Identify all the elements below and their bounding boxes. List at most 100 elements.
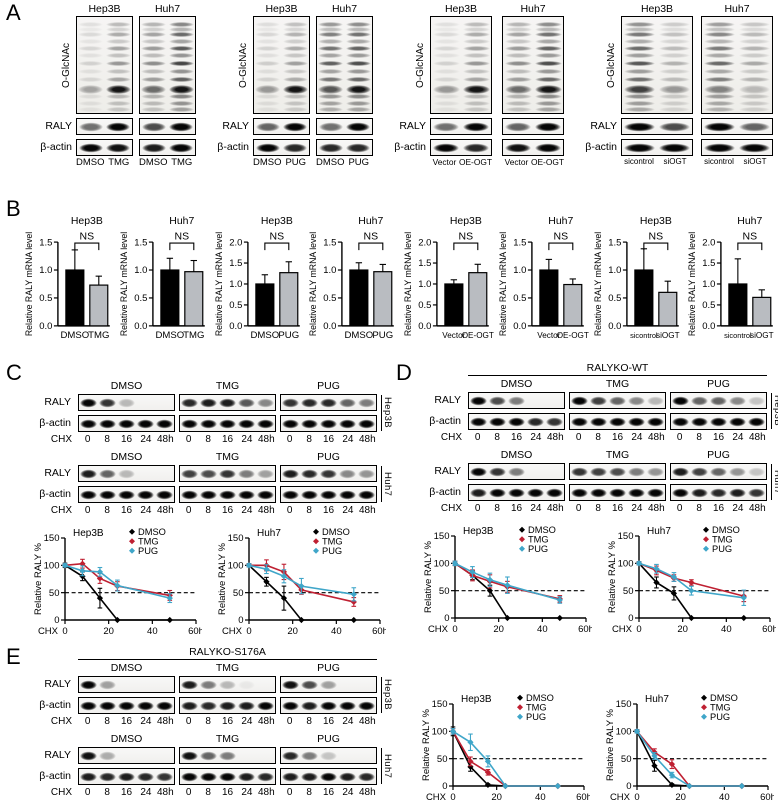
blot-lane	[281, 748, 300, 763]
significance-label: NS	[648, 232, 663, 243]
blot-lane	[357, 395, 376, 410]
chx-timepoint: 48h	[358, 505, 376, 516]
blot-lane	[155, 466, 174, 481]
smear-band	[282, 76, 308, 82]
protein-band	[748, 467, 765, 476]
chx-timepoint: 8	[306, 505, 312, 516]
smear-band	[168, 61, 194, 67]
smear-band	[703, 68, 736, 74]
actin-blot	[78, 486, 175, 503]
actin-label: β-actin	[394, 141, 426, 153]
x-axis-label: CHX	[426, 792, 447, 803]
chx-timepoint: 0	[185, 434, 192, 445]
chx-timepoint: 8	[205, 787, 211, 798]
cell-line-title: Huh7	[331, 3, 358, 15]
protein-band	[546, 417, 563, 426]
condition-blots-DMSO	[468, 392, 565, 430]
blot-lane	[317, 17, 345, 113]
bar-PUG	[278, 272, 298, 327]
protein-band	[748, 396, 765, 405]
smear-band	[504, 76, 532, 82]
raly-blot	[430, 118, 492, 135]
actin-blot	[569, 413, 666, 430]
blot-lane	[737, 119, 772, 134]
protein-band	[282, 419, 299, 428]
blot-row: RALY β-actin Huh7	[418, 463, 778, 501]
smear-band	[168, 39, 194, 45]
treatment-label: sicontrol	[704, 157, 734, 166]
blot-lane	[199, 748, 218, 763]
chx-timepoint: 24	[530, 432, 542, 443]
blot-cells: Hep3B DMSO PUG Huh7 DMSO PUG	[253, 3, 373, 170]
y-axis-label: Relative RALY %	[217, 542, 228, 615]
blot-lane	[199, 698, 218, 713]
protein-band	[739, 122, 770, 131]
smear-band	[345, 93, 371, 99]
actin-blot	[78, 768, 175, 785]
smear-band	[462, 53, 490, 59]
chx-timepoint-row: CHX 0 8 16 24 48h 0 8 16 24 48h 0 8 16 24 48h	[418, 431, 778, 444]
treatment-label: siOGT	[743, 157, 767, 166]
oglcnac-main-band	[432, 85, 460, 95]
smear-band	[168, 45, 194, 51]
treatment-header-row: DMSO TMG PUG	[418, 449, 778, 462]
significance-label: NS	[364, 232, 379, 243]
blot-lane	[79, 416, 98, 431]
raly-blot	[670, 392, 767, 409]
protein-band	[283, 122, 308, 131]
protein-band	[238, 490, 255, 499]
blot-lane	[256, 487, 275, 502]
protein-band	[301, 490, 318, 499]
blot-lane	[281, 677, 300, 692]
blot-lane	[254, 119, 282, 134]
protein-band	[609, 488, 626, 497]
blot-lane	[728, 464, 747, 479]
blot-lane	[155, 769, 174, 784]
protein-band	[238, 469, 255, 478]
smear-band	[534, 21, 562, 27]
smear-band	[658, 21, 691, 27]
smear-band	[462, 32, 490, 38]
smear-band	[623, 21, 656, 27]
raly-label: RALY	[222, 120, 249, 132]
blot-lane	[317, 119, 345, 134]
smear-band	[282, 39, 308, 45]
blot-cell-Hep3B: Hep3B DMSO PUG	[253, 3, 310, 170]
panel-d: D RALYKO-WT DMSO TMG PUG RALY β-actin Hep3B CHX…	[390, 360, 778, 640]
y-tick-label: 150	[432, 699, 448, 710]
blot-lane	[526, 393, 545, 408]
protein-band	[339, 772, 356, 781]
smear-band	[78, 93, 104, 99]
protein-band	[80, 772, 97, 781]
y-tick-label: 1.5	[134, 237, 147, 248]
blot-lane	[737, 17, 772, 113]
smear-band	[282, 93, 308, 99]
chx-timepoint: 16	[611, 503, 624, 514]
blot-lane	[98, 769, 117, 784]
protein-band	[257, 419, 274, 428]
chx-timepoint: 16	[712, 503, 725, 514]
x-tick-label: 40	[535, 792, 546, 803]
blot-lane	[180, 769, 199, 784]
category-label: DMSO	[155, 330, 184, 341]
raly-blot	[701, 118, 773, 135]
blot-lane	[507, 414, 526, 429]
bar-Vector	[444, 283, 464, 327]
blot-lane	[98, 487, 117, 502]
chx-timepoint: 0	[185, 787, 192, 798]
protein-band	[181, 398, 198, 407]
blot-lane	[690, 393, 709, 408]
construct-label: RALYKO-WT	[468, 362, 767, 376]
protein-band	[628, 396, 645, 405]
blot-row: RALY β-actin Hep3B	[418, 392, 778, 430]
protein-band	[80, 469, 97, 478]
y-tick-label: 0.5	[418, 300, 431, 311]
protein-band	[729, 488, 746, 497]
protein-band	[318, 143, 343, 152]
chx-timepoint-row: CHX 0 8 16 24 48h 0 8 16 24 48h 0 8 16 24 48h	[28, 504, 390, 517]
chx-timepoint: 8	[104, 787, 110, 798]
blot-lane	[545, 393, 564, 408]
blot-lane	[507, 485, 526, 500]
blot-lane	[282, 140, 310, 155]
